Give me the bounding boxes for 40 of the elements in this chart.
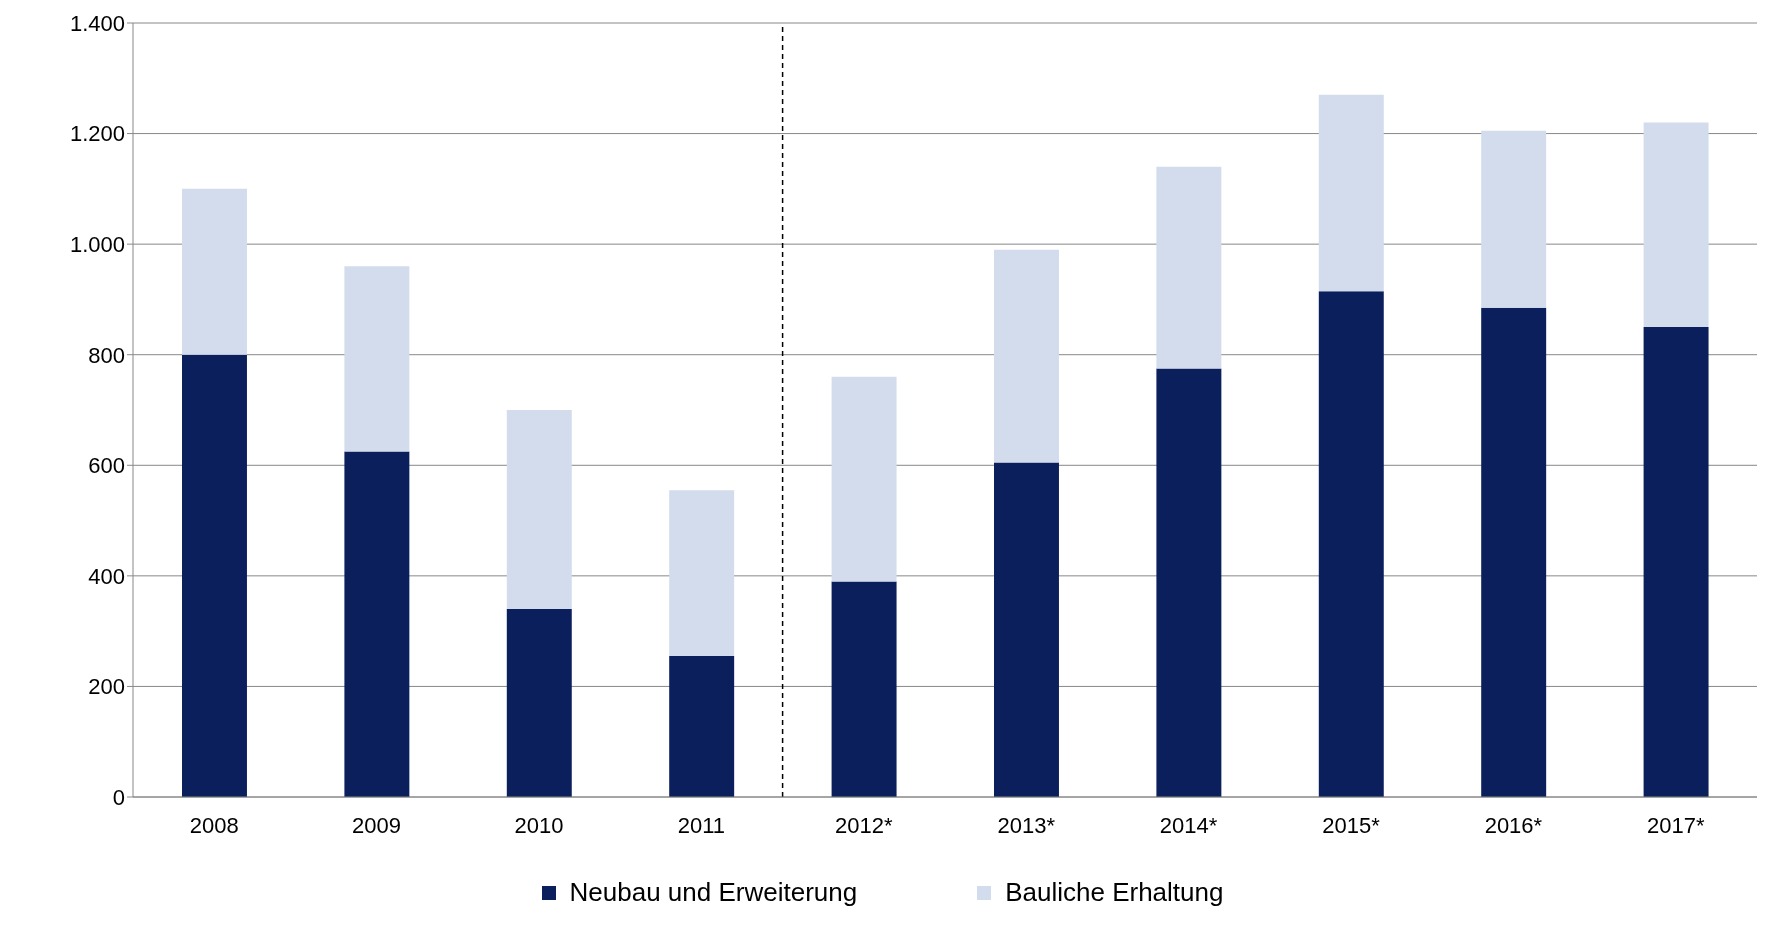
bar	[1156, 368, 1222, 797]
y-tick-label: 1.400	[69, 10, 125, 36]
legend-label: Neubau und Erweiterung	[569, 877, 858, 908]
bar	[182, 188, 247, 355]
legend-label: Bauliche Erhaltung	[1005, 877, 1224, 908]
y-tick-label: 1.200	[69, 121, 125, 147]
bar	[182, 354, 247, 797]
bar	[344, 451, 410, 797]
bar	[831, 376, 897, 582]
bar	[1156, 166, 1222, 369]
y-tick-label: 0	[112, 784, 125, 810]
bar	[344, 266, 410, 452]
x-tick-label: 2015*	[1322, 812, 1381, 838]
bar	[669, 656, 735, 797]
bar	[1481, 130, 1547, 308]
x-tick-label: 2010	[514, 812, 564, 838]
bar	[1318, 291, 1384, 797]
bar	[831, 581, 897, 797]
x-tick-label: 2017*	[1647, 812, 1705, 838]
y-tick-label: 1.000	[69, 231, 125, 257]
y-tick-label: 400	[88, 563, 125, 589]
x-tick-label: 2012*	[835, 812, 893, 838]
x-tick-label: 2009	[352, 812, 402, 838]
bar	[506, 609, 572, 797]
bar	[1643, 327, 1709, 797]
y-tick-label: 600	[88, 453, 125, 479]
bar	[994, 462, 1059, 797]
bar	[1643, 122, 1709, 328]
x-tick-label: 2011	[677, 812, 726, 838]
bar	[669, 490, 735, 657]
x-tick-label: 2016*	[1484, 812, 1543, 838]
y-tick-label: 200	[88, 674, 125, 700]
bar	[994, 249, 1059, 463]
y-tick-label: 800	[88, 342, 125, 368]
bar	[1481, 307, 1547, 797]
x-tick-label: 2014*	[1159, 812, 1218, 838]
x-tick-label: 2008	[189, 812, 239, 838]
bar	[1318, 94, 1384, 292]
bar	[506, 410, 572, 610]
x-tick-label: 2013*	[997, 812, 1056, 838]
